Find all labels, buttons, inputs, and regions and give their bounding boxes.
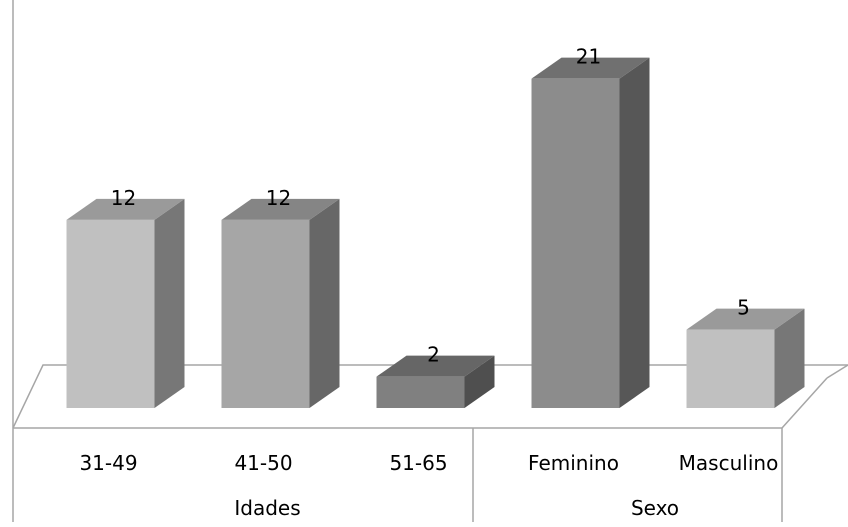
bar-front-face (686, 329, 775, 408)
data-label: 12 (111, 186, 136, 210)
bars (66, 57, 805, 408)
category-tick-label: Feminino (528, 451, 619, 475)
bar-top-face (66, 198, 185, 220)
bar-top-face (531, 57, 650, 79)
bar-side-face (619, 57, 650, 408)
bar-front-face (221, 219, 310, 408)
bar-41-50 (221, 198, 340, 408)
bar-side-face (154, 198, 185, 408)
bar-side-face (774, 308, 805, 408)
bar-top-face (376, 355, 495, 377)
category-tick-label: 31-49 (79, 451, 137, 475)
data-labels: 12 12 2 21 5 (111, 45, 750, 367)
category-axis: 31-49 41-50 51-65 Feminino Masculino Idades Se… (12, 428, 783, 522)
bar-31-49 (66, 198, 185, 408)
data-label: 12 (266, 186, 291, 210)
floor-right-edge (826, 364, 848, 379)
bar-front-face (376, 376, 465, 408)
data-label: 5 (737, 296, 750, 320)
category-tick-label: 51-65 (389, 451, 447, 475)
bar-side-face (464, 355, 495, 408)
data-label: 2 (427, 343, 440, 367)
bar-feminino (531, 57, 650, 408)
bar-front-face (531, 78, 620, 408)
bar-front-face (66, 219, 155, 408)
bar-side-face (309, 198, 340, 408)
category-tick-label: 41-50 (234, 451, 292, 475)
bar-masculino (686, 308, 805, 408)
data-label: 21 (576, 45, 601, 69)
bar-51-65 (376, 355, 495, 408)
group-label: Idades (234, 496, 300, 520)
category-tick-label: Masculino (679, 451, 779, 475)
bar-top-face (221, 198, 340, 220)
group-label: Sexo (631, 496, 679, 520)
bar-top-face (686, 308, 805, 330)
